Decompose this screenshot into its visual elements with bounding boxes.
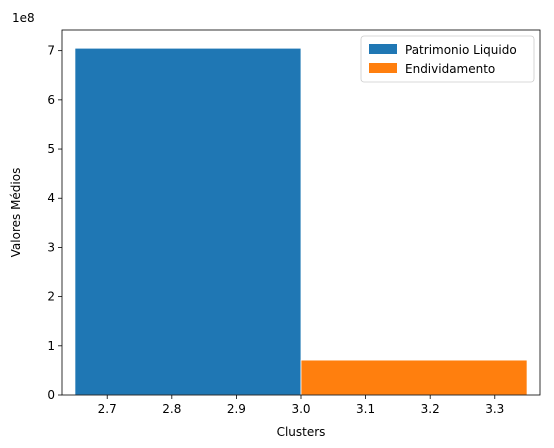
- x-axis-ticks: 2.7 2.8 2.9 3.0 3.1 3.2 3.3: [98, 395, 504, 416]
- y-axis-ticks: 0 1 2 3 4 5 6 7: [47, 44, 62, 402]
- legend-box: [360, 35, 535, 83]
- legend-swatch-1: [369, 63, 397, 73]
- x-tick-label: 3.0: [291, 402, 310, 416]
- x-tick-label: 3.1: [356, 402, 375, 416]
- legend-swatch-0: [369, 44, 397, 54]
- bars-group: [74, 47, 528, 396]
- x-tick-label: 2.7: [98, 402, 117, 416]
- bar-1: [300, 359, 528, 396]
- legend: Patrimonio Liquido Endividamento: [360, 35, 535, 83]
- y-axis-label: Valores Médios: [9, 168, 23, 258]
- y-tick-label: 4: [47, 191, 55, 205]
- x-tick-label: 3.2: [421, 402, 440, 416]
- x-tick-label: 3.3: [485, 402, 504, 416]
- bar-0: [74, 47, 302, 396]
- y-tick-label: 0: [47, 388, 55, 402]
- x-tick-label: 2.9: [227, 402, 246, 416]
- legend-label-1: Endividamento: [405, 62, 495, 76]
- plot-frame: [61, 29, 541, 396]
- legend-label-0: Patrimonio Liquido: [405, 43, 517, 57]
- y-tick-label: 1: [47, 339, 55, 353]
- x-tick-label: 2.8: [162, 402, 181, 416]
- y-tick-label: 7: [47, 44, 55, 58]
- y-tick-label: 2: [47, 290, 55, 304]
- y-tick-label: 6: [47, 93, 55, 107]
- x-axis-label: Clusters: [277, 425, 326, 439]
- y-tick-label: 3: [47, 240, 55, 254]
- y-offset-label: 1e8: [12, 11, 35, 25]
- y-tick-label: 5: [47, 142, 55, 156]
